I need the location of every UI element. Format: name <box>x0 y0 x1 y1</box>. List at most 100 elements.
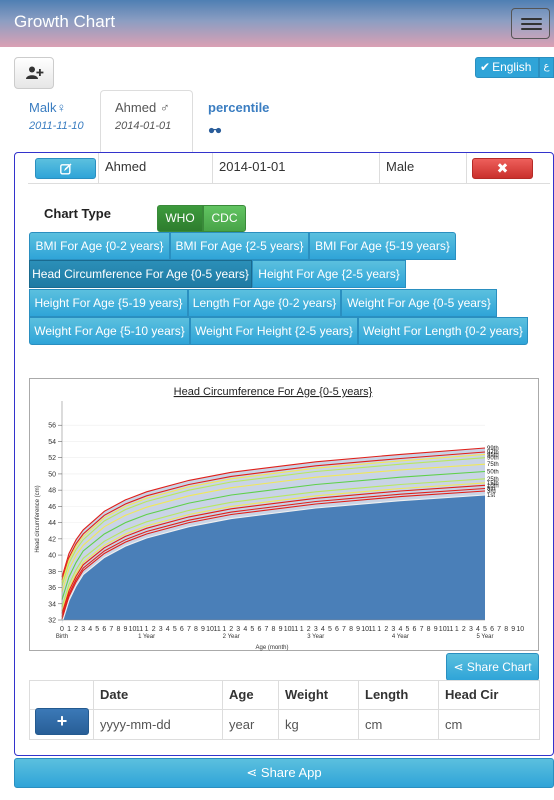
chart-button-height-5-19[interactable]: Height For Age {5-19 years} <box>29 289 188 317</box>
x-tick-label: 0 <box>60 626 64 633</box>
series-line-1st <box>61 494 486 624</box>
chart-button-weight-0-5[interactable]: Weight For Age {0-5 years} <box>341 289 497 317</box>
chart-button-length-0-2[interactable]: Length For Age {0-2 years} <box>188 289 341 317</box>
x-tick-label: 7 <box>264 626 268 633</box>
share-icon: ⋖ <box>246 765 258 780</box>
x-year-label: 1 Year <box>138 634 155 640</box>
x-tick-label: 8 <box>349 626 353 633</box>
x-tick-label: 8 <box>504 626 508 633</box>
x-tick-label: 4 <box>398 626 402 633</box>
x-tick-label: 11 <box>213 626 220 633</box>
table-header-age: Age <box>223 681 279 710</box>
share-app-button[interactable]: ⋖ Share App <box>14 758 554 788</box>
chart-button-weight-length-0-2[interactable]: Weight For Length {0-2 years} <box>358 317 528 345</box>
add-child-button[interactable] <box>14 57 54 89</box>
y-tick-label: 46 <box>48 504 56 511</box>
length-input[interactable]: cm <box>359 710 439 740</box>
x-tick-label: 6 <box>180 626 184 633</box>
delete-cell <box>467 153 550 184</box>
y-tick-label: 44 <box>48 520 56 527</box>
x-tick-label: 1 <box>222 626 226 633</box>
tab-percentile[interactable]: percentile <box>208 100 269 137</box>
y-tick-label: 34 <box>48 601 56 608</box>
series-label: 99th <box>487 446 499 452</box>
chart-button-bmi-0-2[interactable]: BMI For Age {0-2 years} <box>29 232 170 260</box>
series-line-10th <box>61 484 486 614</box>
chart-type-who-button[interactable]: WHO <box>157 205 203 232</box>
child-row-dob: 2014-01-01 <box>213 153 380 184</box>
series-label: 1st <box>487 493 495 499</box>
share-chart-button[interactable]: ⋖ Share Chart <box>446 653 539 681</box>
x-tick-label: 2 <box>462 626 466 633</box>
y-tick-label: 52 <box>48 455 56 462</box>
weight-input[interactable]: kg <box>279 710 359 740</box>
chart-ylabel: Head circumference (cm) <box>35 485 41 552</box>
chart-title: Head Circumference For Age {0-5 years} <box>174 386 373 398</box>
growth-chart: Head Circumference For Age {0-5 years} H… <box>29 378 539 651</box>
x-tick-label: 4 <box>166 626 170 633</box>
table-header-date: Date <box>94 681 223 710</box>
chart-button-weight-5-10[interactable]: Weight For Age {5-10 years} <box>29 317 190 345</box>
delete-child-button[interactable]: ✖ <box>472 158 533 179</box>
series-line-5th <box>61 487 486 617</box>
x-tick-label: 5 <box>173 626 177 633</box>
x-tick-label: 6 <box>335 626 339 633</box>
chart-button-height-2-5[interactable]: Height For Age {2-5 years} <box>252 260 406 288</box>
x-tick-label: 10 <box>284 626 292 633</box>
x-tick-label: 3 <box>236 626 240 633</box>
series-line-3rd <box>61 490 486 620</box>
x-tick-label: 8 <box>116 626 120 633</box>
series-label: 97th <box>487 450 499 456</box>
chart-button-bmi-2-5[interactable]: BMI For Age {2-5 years} <box>170 232 309 260</box>
table-header-weight: Weight <box>279 681 359 710</box>
chart-button-head-circumference-0-5[interactable]: Head Circumference For Age {0-5 years} <box>29 260 252 288</box>
x-tick-label: 1 <box>377 626 381 633</box>
chart-xlabel: Age (month) <box>255 645 288 651</box>
chart-type-cdc-button[interactable]: CDC <box>203 205 246 232</box>
series-line-75th <box>61 463 486 592</box>
percentile-band <box>62 448 485 624</box>
tab-child-ahmed[interactable]: Ahmed ♂ 2014-01-01 <box>115 100 171 132</box>
add-cell <box>30 710 94 740</box>
series-label: 15th <box>487 481 499 487</box>
y-tick-label: 42 <box>48 536 56 543</box>
chart-button-weight-height-2-5[interactable]: Weight For Height {2-5 years} <box>190 317 358 345</box>
add-measurement-button[interactable]: + <box>35 708 89 735</box>
child-name: Ahmed <box>115 100 157 115</box>
share-chart-label: Share Chart <box>466 660 532 674</box>
x-tick-label: 10 <box>361 626 369 633</box>
series-line-15th <box>61 482 486 612</box>
language-arabic-button[interactable]: ع <box>539 57 554 78</box>
x-tick-label: 7 <box>109 626 113 633</box>
series-label: 50th <box>487 469 499 475</box>
close-icon: ✖ <box>496 160 509 176</box>
menu-toggle-button[interactable] <box>511 8 550 39</box>
x-tick-label: 7 <box>342 626 346 633</box>
x-tick-label: 10 <box>129 626 137 633</box>
add-user-icon <box>26 66 44 79</box>
edit-cell <box>28 153 99 184</box>
series-label: 5th <box>487 487 495 493</box>
tab-child-malk[interactable]: Malk♀ 2011-11-10 <box>29 100 84 132</box>
x-tick-label: 2 <box>229 626 233 633</box>
x-tick-label: 11 <box>291 626 298 633</box>
x-tick-label: 9 <box>356 626 360 633</box>
x-tick-label: 7 <box>187 626 191 633</box>
child-row-gender: Male <box>380 153 467 184</box>
age-input[interactable]: year <box>223 710 279 740</box>
series-label: 90th <box>487 456 499 462</box>
x-tick-label: 1 <box>455 626 459 633</box>
x-tick-label: 6 <box>257 626 261 633</box>
x-tick-label: 10 <box>439 626 447 633</box>
hamburger-icon <box>521 23 542 25</box>
language-english-button[interactable]: ✔ English <box>475 57 539 78</box>
x-tick-label: 8 <box>194 626 198 633</box>
edit-child-button[interactable] <box>35 158 96 179</box>
x-tick-label: 9 <box>279 626 283 633</box>
male-icon: ♂ <box>159 100 170 115</box>
chart-button-bmi-5-19[interactable]: BMI For Age {5-19 years} <box>309 232 456 260</box>
date-input[interactable]: yyyy-mm-dd <box>94 710 223 740</box>
x-tick-label: 3 <box>469 626 473 633</box>
head-cir-input[interactable]: cm <box>445 717 463 732</box>
female-icon: ♀ <box>56 100 67 115</box>
